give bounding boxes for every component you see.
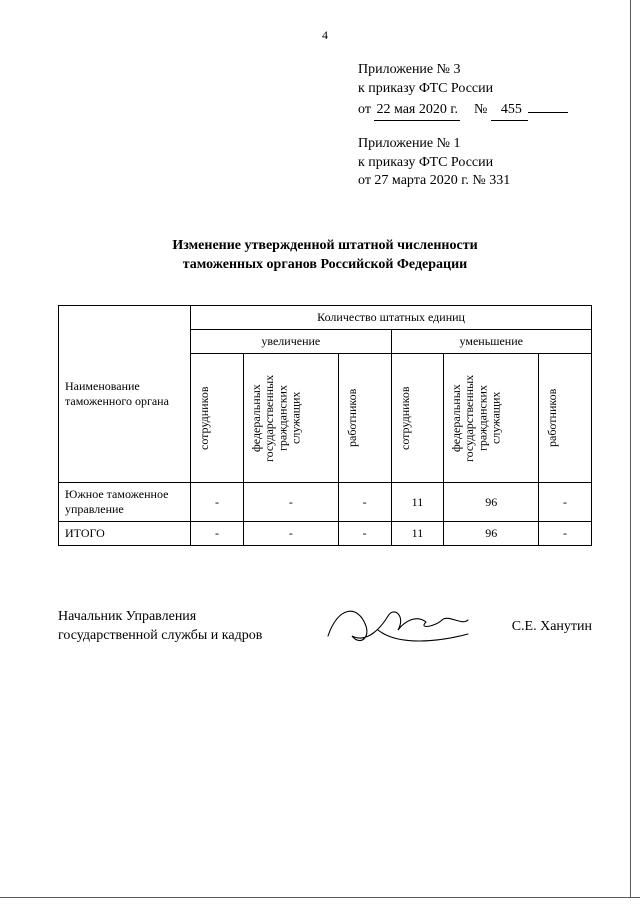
subhead-inc-f: федеральных государственных гражданских … (243, 354, 338, 483)
cell-dec-s: 11 (391, 483, 444, 522)
col-header-decrease: уменьшение (391, 330, 592, 354)
page-title: Изменение утвержденной штатной численнос… (58, 237, 592, 275)
subhead-inc-r: работников (338, 354, 391, 483)
subhead-text: работников (543, 358, 562, 478)
signature-icon (318, 596, 512, 657)
col-header-increase: увеличение (191, 330, 391, 354)
cell-dec-s: 11 (391, 522, 444, 546)
subhead-dec-f: федеральных государственных гражданских … (444, 354, 539, 483)
subhead-text: сотрудников (195, 358, 214, 478)
num-value: 455 (491, 101, 528, 121)
cell-dec-r: - (539, 483, 592, 522)
appendix1-line1: Приложение № 3 (358, 61, 592, 80)
staffing-table: Наименование таможенного органа Количест… (58, 305, 592, 546)
cell-inc-f: - (243, 522, 338, 546)
subhead-inc-s: сотрудников (191, 354, 244, 483)
page-edge-right (630, 0, 640, 905)
appendix-header-2: Приложение № 1 к приказу ФТС России от 2… (358, 135, 592, 192)
signatory-title-line2: государственной службы и кадров (58, 627, 318, 646)
appendix1-date-line: от 22 мая 2020 г. № 455 (358, 99, 592, 121)
trailing-underline (528, 99, 568, 113)
signatory-name: С.Е. Ханутин (512, 619, 592, 635)
subhead-dec-r: работников (539, 354, 592, 483)
num-label: № (474, 102, 487, 117)
cell-dec-f: 96 (444, 522, 539, 546)
appendix2-line1: Приложение № 1 (358, 135, 592, 154)
signature-block: Начальник Управления государственной слу… (58, 596, 592, 657)
cell-inc-s: - (191, 522, 244, 546)
signatory-title: Начальник Управления государственной слу… (58, 608, 318, 646)
subhead-text: работников (343, 358, 362, 478)
appendix1-line2: к приказу ФТС России (358, 80, 592, 99)
cell-inc-r: - (338, 522, 391, 546)
title-line2: таможенных органов Российской Федерации (58, 256, 592, 275)
date-value: 22 мая 2020 г. (374, 101, 460, 121)
cell-name: ИТОГО (59, 522, 191, 546)
appendix-header-1: Приложение № 3 к приказу ФТС России от 2… (358, 61, 592, 121)
appendix2-line2: к приказу ФТС России (358, 154, 592, 173)
subhead-text: федеральных государственных гражданских … (248, 358, 305, 478)
cell-inc-r: - (338, 483, 391, 522)
page-edge-bottom (0, 897, 640, 905)
cell-name: Южное таможенное управление (59, 483, 191, 522)
table-row: ИТОГО - - - 11 96 - (59, 522, 592, 546)
col-header-name: Наименование таможенного органа (59, 306, 191, 483)
cell-dec-f: 96 (444, 483, 539, 522)
appendix2-line3: от 27 марта 2020 г. № 331 (358, 172, 592, 191)
date-prefix: от (358, 102, 371, 117)
title-line1: Изменение утвержденной штатной численнос… (58, 237, 592, 256)
col-header-super: Количество штатных единиц (191, 306, 592, 330)
subhead-text: федеральных государственных гражданских … (448, 358, 505, 478)
cell-inc-s: - (191, 483, 244, 522)
cell-inc-f: - (243, 483, 338, 522)
signatory-title-line1: Начальник Управления (58, 608, 318, 627)
subhead-text: сотрудников (396, 358, 415, 478)
table-row: Южное таможенное управление - - - 11 96 … (59, 483, 592, 522)
page-number: 4 (58, 28, 592, 43)
subhead-dec-s: сотрудников (391, 354, 444, 483)
cell-dec-r: - (539, 522, 592, 546)
